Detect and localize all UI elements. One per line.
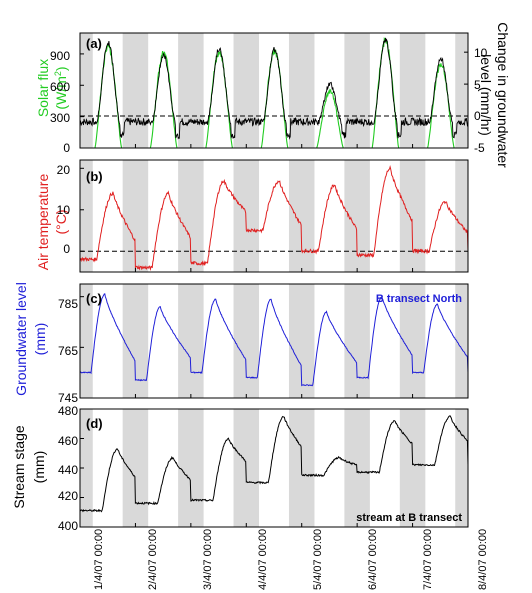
x-tick-labels: 1/4/07 00:00 2/4/07 00:00 3/4/07 00:00 4…	[93, 529, 489, 590]
panel-d-yticks: 400 420 440 460 480	[58, 404, 78, 533]
panel-c-label: (c)	[86, 291, 102, 306]
tick-label: 0	[63, 141, 70, 155]
night-band	[288, 33, 315, 148]
tick-label: -5	[474, 141, 485, 155]
panel-frame	[79, 32, 469, 149]
night-band	[233, 284, 260, 398]
x-tick-label: 1/4/07 00:00	[93, 529, 105, 590]
panel-c-ylabel-line1: Groundwater level	[13, 282, 29, 396]
night-band	[455, 409, 468, 527]
air-temperature-line	[79, 165, 469, 272]
groundwater-change-line	[79, 37, 469, 140]
panel-b-yticks: 0 10 20	[57, 163, 71, 256]
panel-c-ylabel-line2: (mm)	[32, 323, 48, 356]
x-tick-label: 4/4/07 00:00	[257, 529, 269, 590]
tick-label: 300	[50, 111, 70, 125]
panel-frame	[79, 159, 469, 273]
panel-a-y2label-line1: Change in groundwater	[495, 22, 511, 168]
tick-label: 460	[58, 434, 78, 448]
tick-label: 420	[58, 489, 78, 503]
night-band	[455, 284, 468, 398]
panel-frames	[79, 32, 469, 528]
panel-b-label: (b)	[86, 169, 103, 184]
tick-label: 785	[58, 297, 78, 311]
x-tick-label: 3/4/07 00:00	[202, 529, 214, 590]
tick-label: 600	[50, 80, 70, 94]
panel-c-yticks: 745 765 785	[58, 297, 78, 405]
x-tick-label: 6/4/07 00:00	[367, 529, 379, 590]
panel-d-annotation: stream at B transect	[356, 512, 462, 524]
tick-label: 10	[57, 203, 71, 217]
night-band	[178, 409, 204, 527]
tick-label: 440	[58, 463, 78, 477]
night-band	[80, 33, 93, 148]
night-band	[122, 409, 149, 527]
night-band	[344, 284, 370, 398]
night-band	[122, 33, 149, 148]
groundwater-level-line	[79, 293, 469, 387]
tick-label: 765	[58, 344, 78, 358]
stream-stage-line	[79, 415, 469, 513]
tick-label: 0	[63, 242, 70, 256]
night-bands	[80, 33, 468, 527]
night-band	[344, 33, 370, 148]
panel-d-label: (d)	[86, 416, 103, 431]
night-band	[399, 284, 426, 398]
night-band	[399, 160, 426, 272]
night-band	[288, 160, 315, 272]
panel-b-ylabel-line1: Air temperature	[35, 174, 51, 271]
night-band	[399, 409, 426, 527]
panel-b-ylabel-line2: (°C)	[53, 209, 69, 234]
x-tick-label: 7/4/07 00:00	[422, 529, 434, 590]
panel-a-ylabel: Solar flux	[35, 59, 51, 117]
tick-label: 0	[474, 109, 481, 123]
x-tick-label: 5/4/07 00:00	[312, 529, 324, 590]
night-band	[455, 33, 468, 148]
night-band	[233, 33, 260, 148]
tick-label: 10	[474, 46, 488, 60]
night-band	[178, 284, 204, 398]
night-band	[80, 160, 93, 272]
panel-d-ylabel-line1: Stream stage	[11, 425, 27, 508]
x-tick-label: 2/4/07 00:00	[147, 529, 159, 590]
tick-label: 20	[57, 163, 71, 177]
tick-label: 480	[58, 404, 78, 418]
panel-a-ylabel-unit: (W/m2)	[53, 66, 69, 109]
panel-frame	[79, 283, 469, 399]
panel-a-yticks: 0 300 600 900	[50, 49, 70, 155]
tick-label: 400	[58, 519, 78, 533]
night-band	[178, 33, 204, 148]
panel-d-ylabel-line2: (mm)	[31, 451, 47, 484]
tick-label: 745	[58, 391, 78, 405]
night-band	[80, 284, 93, 398]
panel-c-annotation: B transect North	[376, 293, 462, 305]
night-band	[399, 33, 426, 148]
tick-label: 900	[50, 49, 70, 63]
panel-a-label: (a)	[86, 36, 102, 51]
tick-label: 5	[474, 78, 481, 92]
night-band	[455, 160, 468, 272]
night-band	[122, 284, 149, 398]
panel-a-y2label-line2: level (mm/hr)	[478, 54, 494, 136]
panel-a-y2ticks: -5 0 5 10	[474, 46, 488, 155]
x-tick-label: 8/4/07 00:00	[477, 529, 489, 590]
